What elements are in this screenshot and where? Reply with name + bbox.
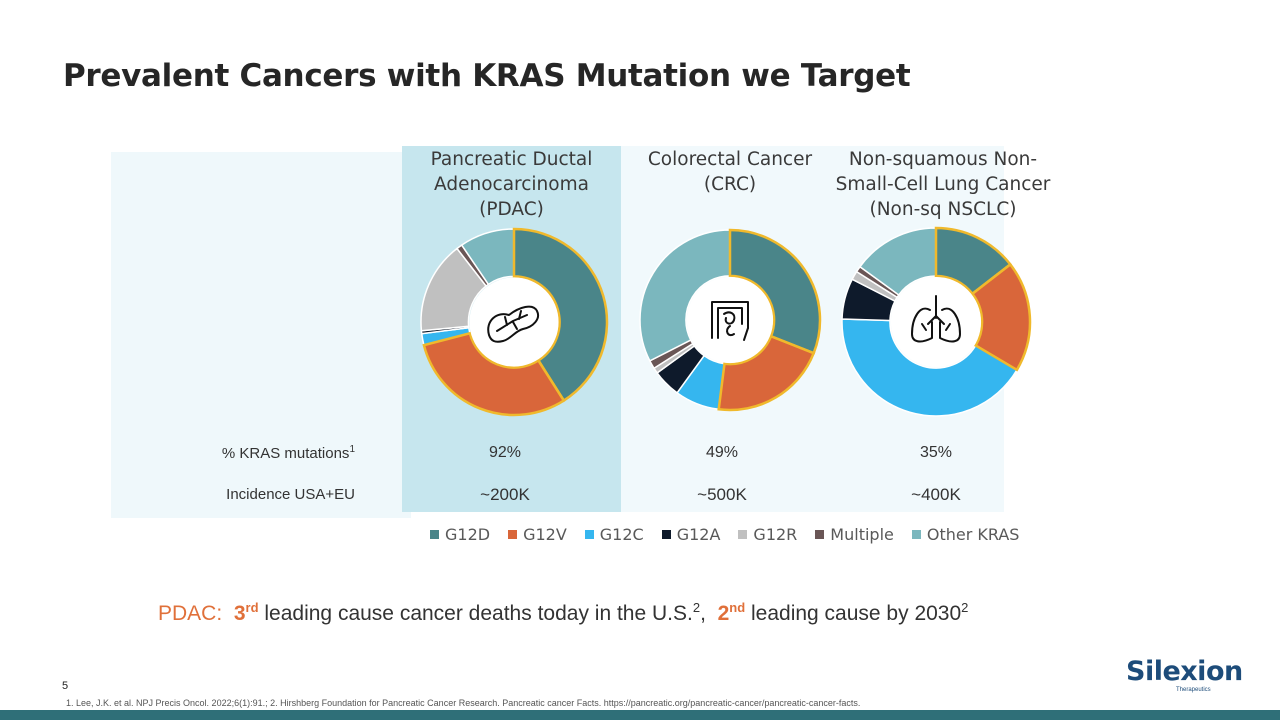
nsclc-kras-pct: 35% xyxy=(919,444,953,461)
legend-swatch xyxy=(911,530,921,539)
note-text1: leading cause cancer deaths today in the… xyxy=(258,602,693,625)
chart-title-line: Colorectal Cancer xyxy=(647,149,813,170)
chart-title-line: (CRC) xyxy=(703,174,757,195)
chart-title-line: Adenocarcinoma xyxy=(434,174,589,195)
legend-label: G12V xyxy=(523,525,567,544)
logo-name: Silexion xyxy=(1126,656,1243,687)
legend-swatch xyxy=(661,530,671,539)
slice-other-kras xyxy=(639,229,731,362)
slide-title: Prevalent Cancers with KRAS Mutation we … xyxy=(63,58,911,94)
crc-chart-title: Colorectal Cancer (CRC) xyxy=(630,147,830,197)
pancreas-icon xyxy=(487,305,539,343)
pdac-chart-title: Pancreatic Ductal Adenocarcinoma (PDAC) xyxy=(402,147,621,222)
legend-item-multiple: Multiple xyxy=(815,525,894,544)
table-background xyxy=(111,152,411,518)
slice-g12c xyxy=(841,318,1018,417)
chart-title-line: Small-Cell Lung Cancer xyxy=(835,174,1051,195)
legend-swatch xyxy=(584,530,594,539)
legend-item-g12d: G12D xyxy=(430,525,490,544)
kras-mutations-label: % KRAS mutations1 xyxy=(115,444,355,462)
legend-item-g12r: G12R xyxy=(738,525,797,544)
kras-label-text: % KRAS mutations xyxy=(221,445,350,462)
chart-title-line: (PDAC) xyxy=(479,199,544,220)
legend-item-g12c: G12C xyxy=(584,525,644,544)
donut-hole xyxy=(890,276,982,368)
note-lead: PDAC: xyxy=(158,602,223,625)
legend-item-g12a: G12A xyxy=(661,525,721,544)
note-ref2: 2 xyxy=(961,600,969,615)
incidence-label: Incidence USA+EU xyxy=(226,486,355,503)
nsclc-donut-chart xyxy=(841,226,1032,417)
chart-title-line: Pancreatic Ductal xyxy=(430,149,593,170)
nsclc-chart-title: Non-squamous Non- Small-Cell Lung Cancer… xyxy=(826,147,1060,222)
crc-incidence: ~500K xyxy=(697,485,747,504)
company-logo: Silexion Therapeutics xyxy=(1126,656,1243,693)
note-separator: , xyxy=(700,602,718,625)
chart-legend: G12D G12V G12C G12A G12R Multiple Other KRAS xyxy=(430,525,1019,544)
logo-subtitle: Therapeutics xyxy=(1176,687,1211,693)
legend-label: Multiple xyxy=(830,525,894,544)
legend-label: G12D xyxy=(445,525,491,544)
highlight-outline-g12v xyxy=(717,334,816,412)
footnote: 1. Lee, J.K. et al. NPJ Precis Oncol. 20… xyxy=(66,698,861,708)
page-number: 5 xyxy=(62,680,69,692)
legend-swatch xyxy=(430,530,439,539)
note-ref1: 2 xyxy=(692,600,701,615)
note-text2: leading cause by 2030 xyxy=(745,602,962,625)
crc-kras-pct: 49% xyxy=(705,444,739,461)
donut-hole xyxy=(686,276,774,364)
highlight-outline-g12v xyxy=(422,331,566,417)
chart-title-line: Non-squamous Non- xyxy=(848,149,1038,170)
legend-label: G12A xyxy=(676,525,721,544)
note-rank2: 2 xyxy=(717,602,730,625)
highlight-outline-g12d xyxy=(728,228,822,355)
highlight-outline-g12d xyxy=(512,227,609,403)
kras-label-ref: 1 xyxy=(349,444,355,455)
pdac-kras-pct: 92% xyxy=(488,444,522,461)
legend-item-g12v: G12V xyxy=(508,525,567,544)
note-rank2-sup: nd xyxy=(729,600,746,615)
legend-swatch xyxy=(815,530,825,539)
note-rank1-sup: rd xyxy=(245,600,259,615)
lungs-icon xyxy=(911,295,961,343)
intestine-icon xyxy=(711,301,749,341)
legend-label: Other KRAS xyxy=(926,525,1020,544)
pdac-donut-chart xyxy=(420,227,609,417)
legend-swatch xyxy=(738,530,748,539)
pdac-incidence: ~200K xyxy=(480,485,530,504)
legend-swatch xyxy=(508,530,518,539)
highlight-outline-g12v xyxy=(970,262,1032,372)
nsclc-incidence: ~400K xyxy=(911,485,961,504)
bottom-accent-bar xyxy=(0,710,1280,720)
legend-label: G12R xyxy=(753,525,798,544)
legend-label: G12C xyxy=(599,525,644,544)
legend-item-other-kras: Other KRAS xyxy=(911,525,1020,544)
pdac-note: PDAC: 3rd leading cause cancer deaths to… xyxy=(158,600,968,626)
note-rank1: 3 xyxy=(233,602,246,625)
chart-title-line: (Non-sq NSCLC) xyxy=(869,199,1017,220)
crc-donut-chart xyxy=(639,228,822,412)
